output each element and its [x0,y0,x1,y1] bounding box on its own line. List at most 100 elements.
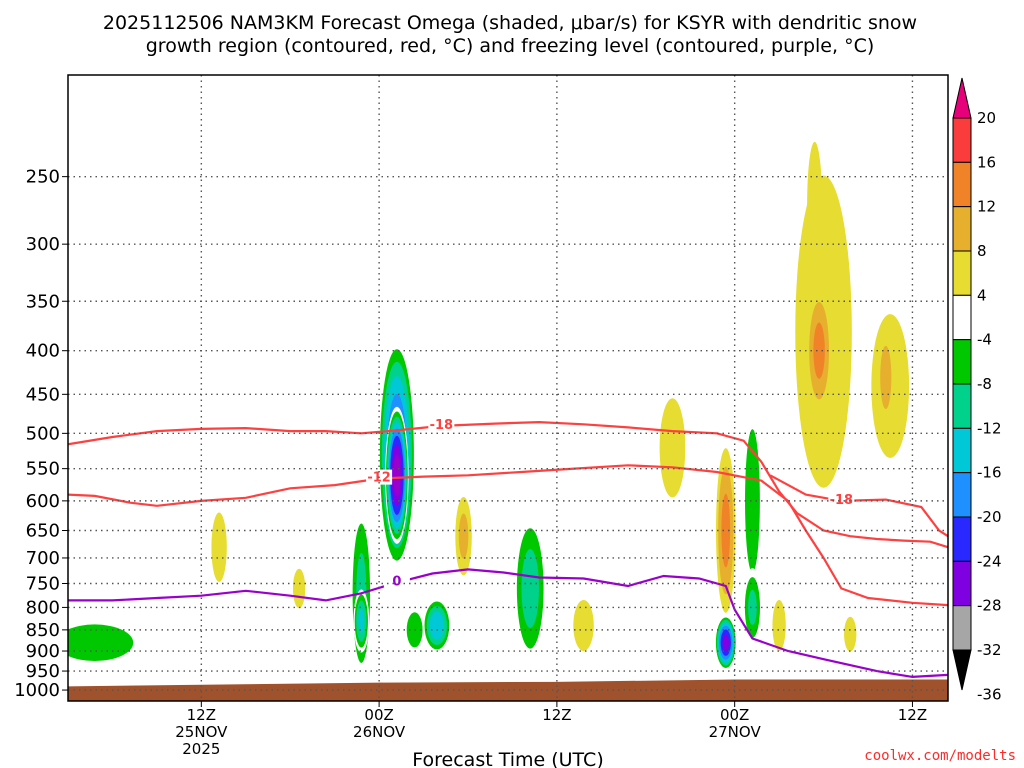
omega-cell [211,512,227,582]
grid-layer [68,75,948,701]
x-tick-label: 00Z [720,706,749,724]
y-tick-label: 300 [26,234,60,255]
y-tick-label: 600 [26,491,60,512]
colorbar-label: -24 [977,552,1002,570]
colorbar-box [952,427,972,474]
colorbar-label: 12 [977,198,996,216]
contour-line [769,474,948,538]
contour-line [68,464,948,607]
omega-cell [844,616,857,652]
omega-cell [429,611,445,640]
omega-cell [214,657,366,677]
colorbar-label: 20 [977,109,996,127]
colorbar-label: 16 [977,153,996,171]
colorbar-box [952,206,972,252]
omega-cell [880,345,892,410]
colorbar-label: -16 [977,464,1002,482]
omega-cell [721,493,731,568]
omega-cell [276,431,305,533]
y-tick-label: 850 [26,620,60,641]
y-tick-label: 650 [26,521,60,542]
colorbar-label: 8 [977,242,987,260]
colorbar-box [952,117,972,163]
y-tick-label: 800 [26,597,60,618]
omega-cell [393,454,401,496]
y-tick-label: 700 [26,548,60,569]
plot-area: -18 -18 -12 0 [68,75,948,701]
omega-cell [722,634,730,652]
contour-label-background [828,491,855,507]
x-tick-label: 12Z [187,706,216,724]
colorbar-top-arrow [952,77,972,119]
plot-frame [67,74,949,702]
x-tick-label: 25NOV [175,723,228,741]
x-tick-label: 2025 [182,740,220,758]
omega-cell [942,608,948,652]
colorbar-label: -28 [977,597,1002,615]
contour-label: -12 [367,471,391,486]
contour-label: 0 [392,575,401,590]
colorbar-box [952,294,972,341]
colorbar-label: -32 [977,641,1002,659]
colorbar-label: -20 [977,508,1002,526]
colorbar: 20 16 12 8 4 -4 -8 -12 -16 -20 -24 -28 -32 -36 [952,77,1002,703]
omega-cell [659,398,686,498]
omega-cell [458,513,469,559]
omega-cell [868,533,886,644]
contour-line [68,568,948,679]
colorbar-box [952,339,972,385]
y-tick-label: 500 [26,423,60,444]
contour-label-background [383,573,410,589]
x-axis-label: Forecast Time (UTC) [412,749,603,768]
colorbar-label: -4 [977,331,992,349]
y-tick-label: 1000 [14,680,60,701]
x-tick-label: 12Z [542,706,571,724]
contour-label-background [428,416,455,432]
x-tick-label: 27NOV [709,723,762,741]
omega-shading-layer [68,141,948,684]
colorbar-label: -36 [977,685,1002,703]
colorbar-box [952,250,972,296]
x-tick-label: 00Z [364,706,393,724]
colorbar-box [952,383,972,429]
colorbar-label: 4 [977,286,987,304]
y-tick-label: 350 [26,291,60,312]
chart-title-line-2: growth region (contoured, red, °C) and f… [146,35,875,57]
y-tick-label: 400 [26,341,60,362]
chart-title-line-1: 2025112506 NAM3KM Forecast Omega (shaded… [103,12,917,34]
omega-cell [68,624,134,661]
y-tick-label: 550 [26,459,60,480]
contour-label: -18 [430,418,454,433]
omega-cell [573,599,594,651]
colorbar-box [952,472,972,518]
y-tick-label: 450 [26,384,60,405]
contour-label: -18 [830,493,854,508]
colorbar-label: -12 [977,419,1002,437]
colorbar-box [952,516,972,562]
contour-line [68,420,948,549]
omega-cell [292,568,306,609]
x-tick-label: 26NOV [353,723,406,741]
colorbar-box [952,560,972,607]
omega-cell [415,479,432,547]
colorbar-box [952,161,972,208]
colorbar-bottom-arrow [952,649,972,691]
y-tick-label: 900 [26,641,60,662]
colorbar-label: -8 [977,375,992,393]
omega-cell [358,609,365,633]
omega-cell [748,589,757,625]
colorbar-box [952,605,972,651]
x-tick-label: 12Z [898,706,927,724]
credit-text: coolwx.com/modelts [864,748,1016,764]
omega-cell [521,549,539,628]
y-tick-label: 750 [26,574,60,595]
y-axis-ticks: 2503003504004505005506006507007508008509… [14,167,68,701]
omega-cell [772,599,786,651]
omega-cell [813,322,825,379]
contour-layer: -18 -18 -12 0 [68,416,948,679]
omega-cell [745,429,760,573]
y-tick-label: 250 [26,167,60,188]
y-tick-label: 950 [26,661,60,682]
